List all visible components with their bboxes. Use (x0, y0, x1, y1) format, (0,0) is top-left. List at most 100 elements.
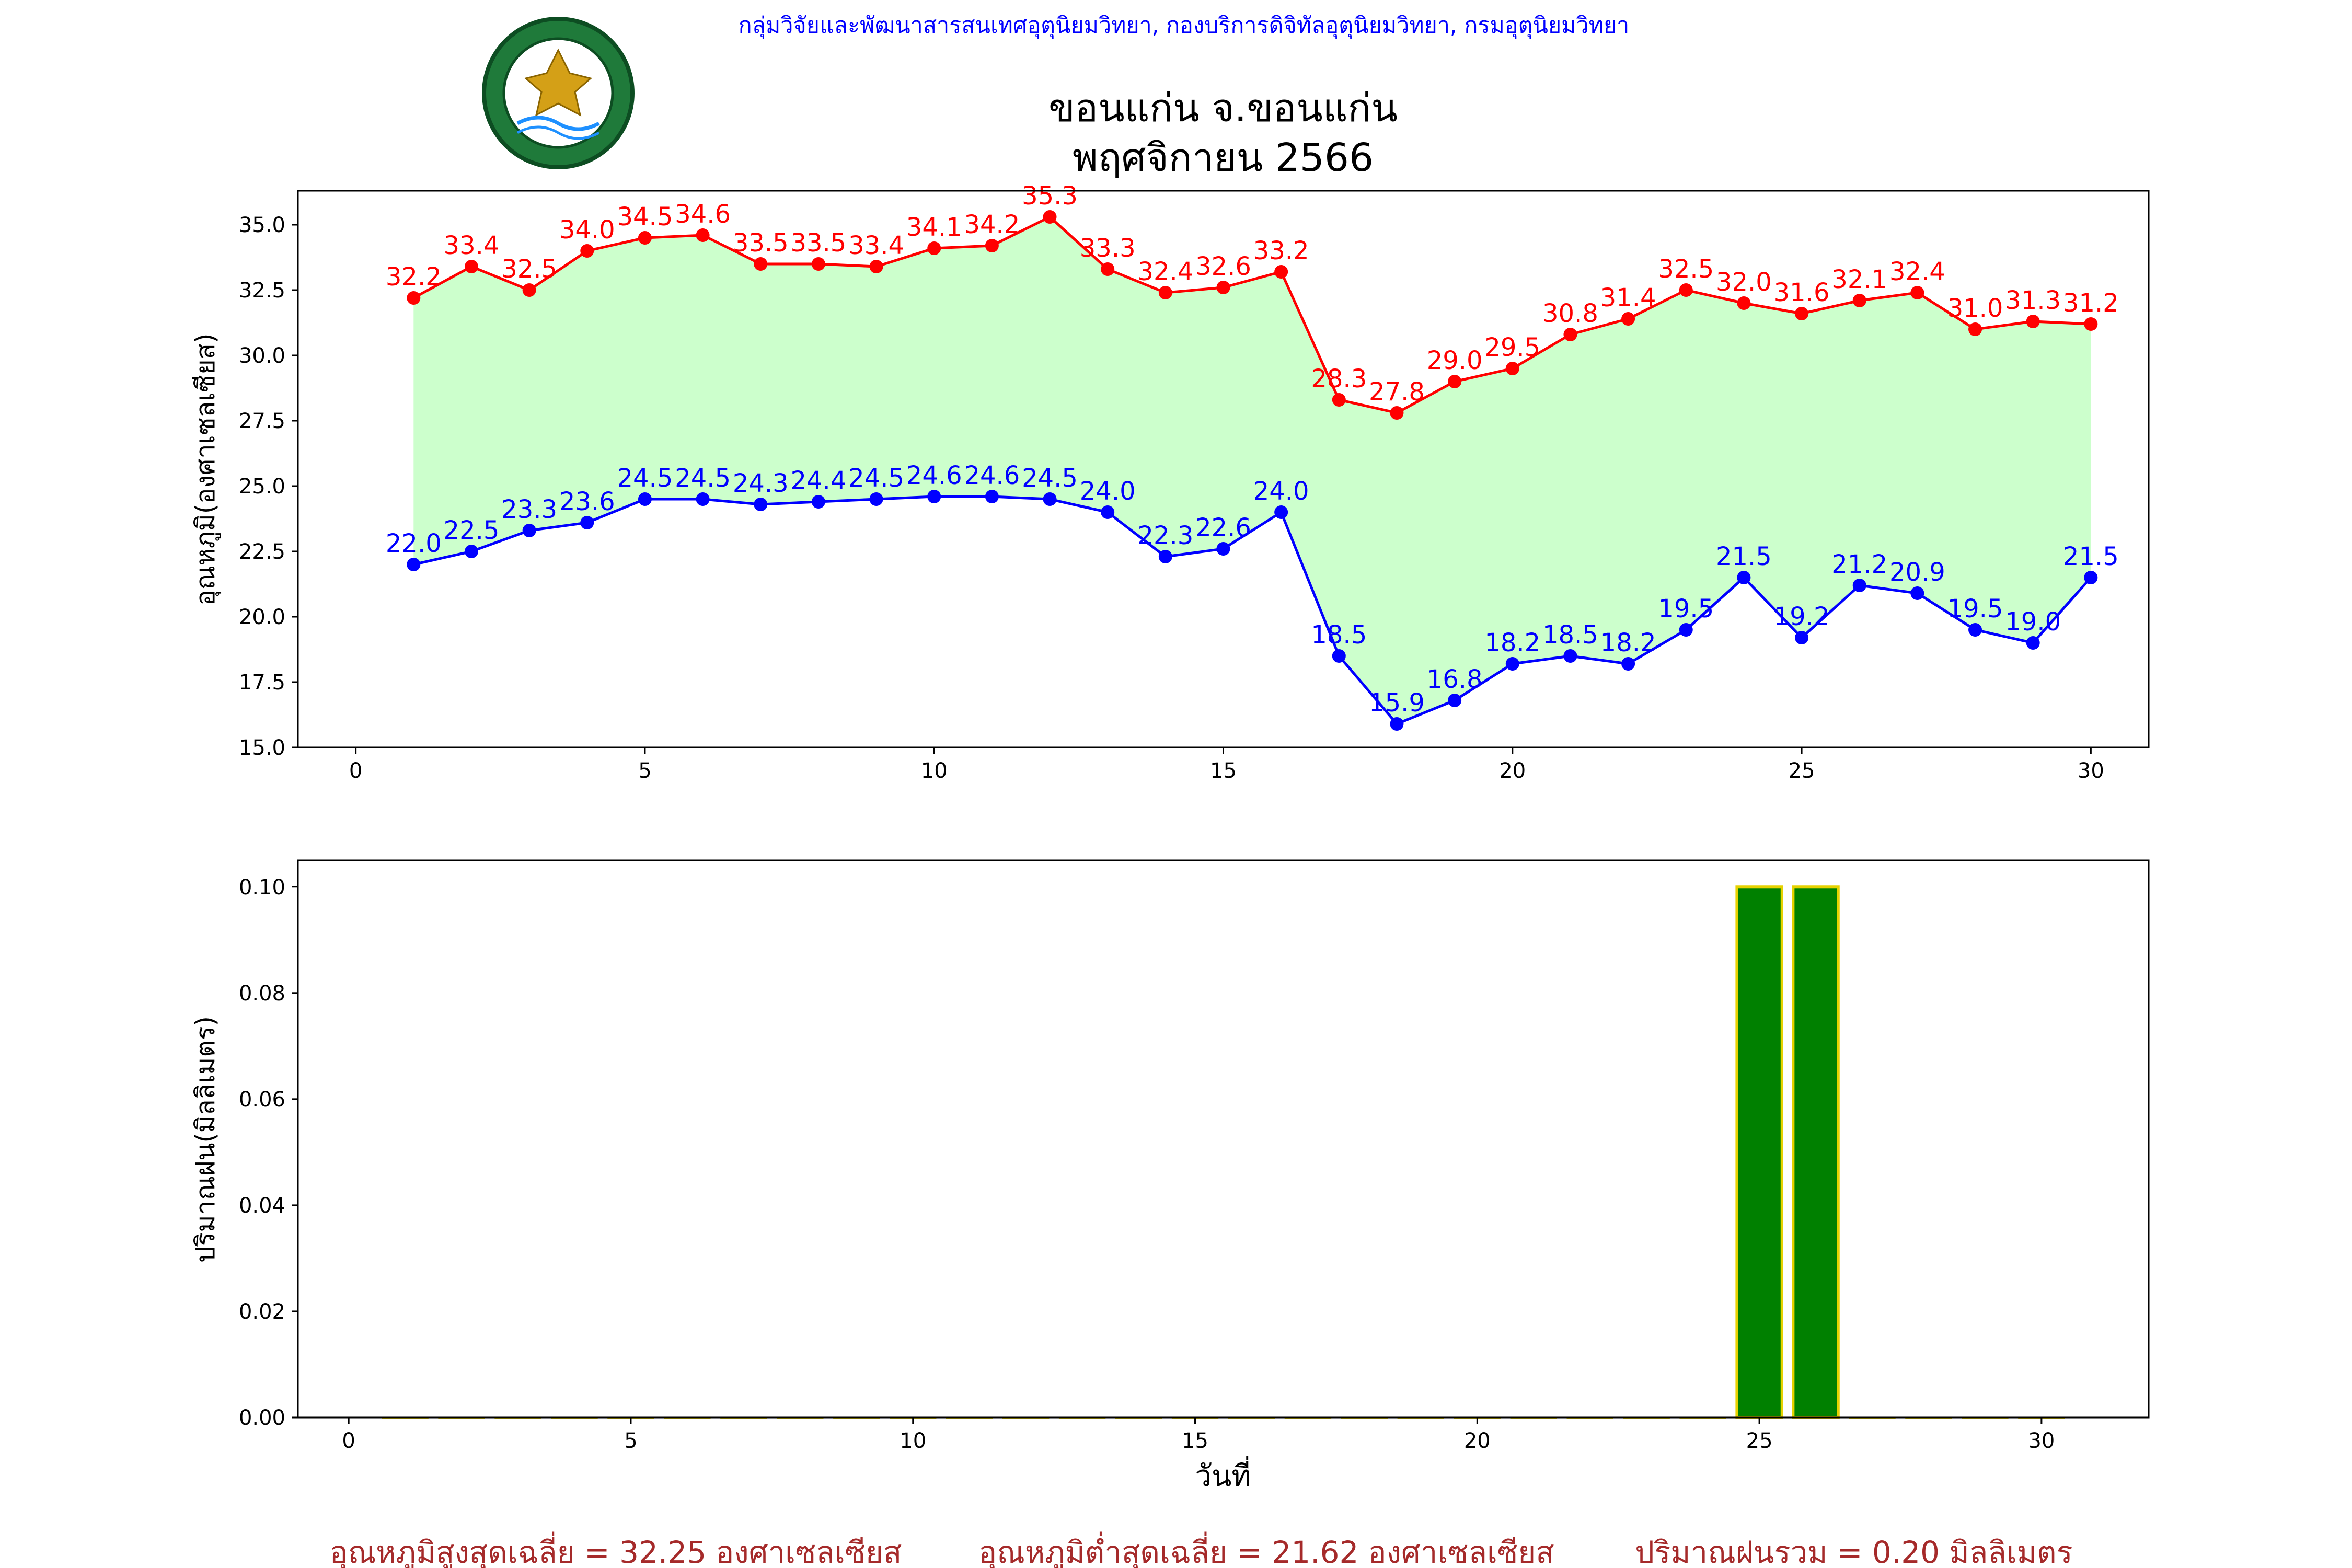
temperature-max-point (580, 244, 594, 258)
logo-wave-icon-2 (516, 125, 600, 140)
temperature-y-tick-label: 17.5 (239, 671, 285, 695)
temperature-max-point (1852, 294, 1866, 307)
temperature-min-point (1563, 649, 1577, 663)
temperature-x-tick-label: 10 (921, 759, 948, 783)
temperature-x-tick-label: 25 (1789, 759, 1815, 783)
temperature-max-point (1679, 283, 1693, 297)
temperature-max-point (1448, 375, 1462, 388)
temperature-max-point (1505, 362, 1519, 375)
temperature-min-data-label: 19.0 (2005, 607, 2061, 637)
rain-y-tick-label: 0.06 (239, 1088, 285, 1112)
header-credit: กลุ่มวิจัยและพัฒนาสารสนเทศอุตุนิยมวิทยา,… (739, 13, 1630, 39)
temperature-max-data-label: 31.2 (2063, 289, 2119, 318)
temperature-min-point (1737, 571, 1751, 584)
temperature-max-point (1390, 406, 1404, 420)
temperature-max-point (638, 231, 652, 245)
temperature-max-data-label: 32.1 (1831, 265, 1887, 294)
temperature-max-point (1332, 393, 1346, 407)
temperature-y-tick-label: 35.0 (239, 213, 285, 237)
temperature-min-point (1043, 492, 1057, 506)
temperature-max-point (522, 283, 536, 297)
rain-plot-frame (297, 859, 2150, 1419)
temperature-max-point (1274, 265, 1288, 279)
temperature-min-point (1505, 657, 1519, 671)
temperature-min-data-label: 24.3 (733, 469, 789, 498)
temperature-max-data-label: 32.2 (386, 262, 442, 292)
temperature-y-tick-label: 20.0 (239, 605, 285, 629)
rain-x-tick-label: 10 (900, 1429, 926, 1453)
temperature-x-tick-label: 5 (638, 759, 651, 783)
temperature-max-point (464, 260, 478, 273)
temperature-max-point (754, 257, 768, 271)
temperature-min-data-label: 18.5 (1542, 620, 1598, 650)
temperature-min-data-label: 24.0 (1080, 477, 1136, 506)
temperature-max-point (1216, 281, 1230, 294)
temperature-min-line (413, 495, 2092, 725)
temperature-min-point (1101, 505, 1115, 519)
temperature-min-point (1216, 542, 1230, 556)
logo-deity-figure-icon (524, 48, 593, 117)
temperature-min-data-label: 22.0 (386, 529, 442, 558)
temperature-min-point (580, 516, 594, 529)
temperature-max-data-label: 33.5 (790, 228, 846, 258)
temperature-max-data-label: 34.2 (964, 210, 1020, 239)
temperature-x-tick-label: 30 (2078, 759, 2104, 783)
temperature-min-point (869, 492, 883, 506)
temperature-max-point (1795, 307, 1809, 320)
temperature-max-data-label: 29.0 (1427, 346, 1483, 375)
temperature-max-point (2084, 317, 2098, 331)
temperature-max-data-label: 33.5 (733, 228, 789, 258)
temperature-x-axis: 0 5 10 15 20 25 30 (349, 747, 2104, 783)
temperature-max-point (927, 241, 941, 255)
temperature-x-tick-label: 0 (349, 759, 362, 783)
temperature-max-data-label: 31.0 (1947, 294, 2003, 323)
temperature-max-data-label: 29.5 (1484, 333, 1540, 362)
temperature-min-point (638, 492, 652, 506)
rain-y-tick-label: 0.10 (239, 875, 285, 900)
temperature-min-point (1158, 550, 1172, 563)
rain-y-axis-label: ปริมาณฝน(มิลลิเมตร) (190, 1016, 221, 1263)
temperature-max-data-label: 34.0 (559, 215, 615, 245)
temperature-min-data-label: 24.0 (1253, 477, 1309, 506)
temperature-max-data-label: 33.4 (848, 231, 904, 260)
temperature-max-point (1158, 286, 1172, 299)
temperature-min-point (1448, 694, 1462, 707)
temperature-min-data-label: 18.2 (1600, 628, 1656, 658)
temperature-min-data-label: 20.9 (1889, 558, 1945, 587)
temperature-max-point (696, 228, 710, 242)
logo-wave-icon (516, 116, 600, 131)
temperature-max-point (1737, 296, 1751, 310)
temperature-min-point (1621, 657, 1635, 671)
temperature-min-data-label: 22.6 (1195, 513, 1251, 543)
temperature-max-data-label: 28.3 (1311, 364, 1367, 394)
temperature-max-data-label: 32.4 (1137, 257, 1193, 286)
temperature-min-point (985, 490, 999, 503)
chart-subtitle: พฤศจิกายน 2566 (1073, 135, 1374, 180)
temperature-min-data-label: 16.8 (1427, 665, 1483, 694)
rain-x-axis: 0 5 10 15 20 25 30 (342, 1417, 2055, 1453)
temperature-max-point (1563, 328, 1577, 341)
rain-x-tick-label: 15 (1182, 1429, 1208, 1453)
temperature-max-data-label: 27.8 (1369, 377, 1425, 407)
temperature-max-point (1621, 312, 1635, 326)
summary-min-average: อุณหภูมิต่ำสุดเฉลี่ย = 21.62 องศาเซลเซีย… (978, 1531, 1554, 1568)
temperature-min-data-label: 24.5 (675, 464, 731, 493)
temperature-min-data-label: 24.5 (617, 464, 673, 493)
temperature-min-data-label: 23.6 (559, 487, 615, 516)
summary-rain-total: ปริมาณฝนรวม = 0.20 มิลลิเมตร (1635, 1535, 2072, 1568)
temperature-y-tick-label: 25.0 (239, 475, 285, 499)
temperature-min-data-label: 24.5 (1022, 464, 1078, 493)
temperature-min-point (1910, 586, 1924, 600)
temperature-max-data-label: 33.2 (1253, 236, 1309, 266)
temperature-y-tick-label: 32.5 (239, 279, 285, 303)
rain-bars-layer (382, 885, 2065, 1419)
temperature-min-point (927, 490, 941, 503)
temperature-max-point (869, 260, 883, 273)
temperature-min-point (754, 498, 768, 511)
rain-bar (1735, 885, 1783, 1419)
temperature-max-data-label: 32.5 (501, 255, 557, 284)
temperature-max-data-label: 31.4 (1600, 283, 1656, 313)
temperature-max-point (407, 291, 421, 305)
rain-bar (1792, 885, 1840, 1419)
